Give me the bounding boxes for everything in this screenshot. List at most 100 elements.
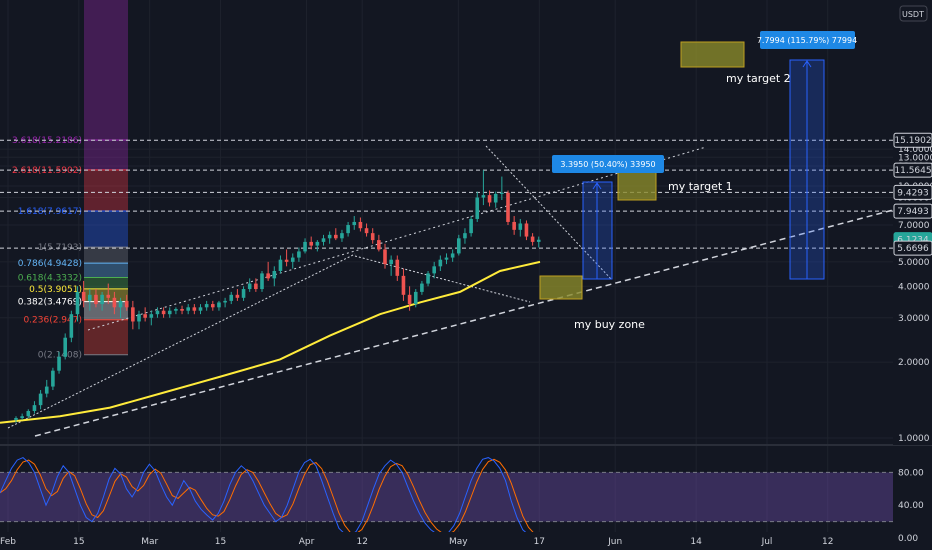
candle[interactable] xyxy=(420,280,424,295)
candle[interactable] xyxy=(167,307,172,318)
target-2-box[interactable] xyxy=(680,41,745,68)
price-axis[interactable]: 1.00002.00003.00004.00005.00007.00009.00… xyxy=(893,0,932,445)
candle[interactable] xyxy=(149,310,154,326)
candle[interactable] xyxy=(14,416,18,423)
candle[interactable] xyxy=(518,218,523,237)
candle[interactable] xyxy=(260,270,264,292)
buy-zone-box[interactable] xyxy=(539,275,583,300)
candle[interactable] xyxy=(88,289,92,311)
candle[interactable] xyxy=(217,300,221,311)
candle[interactable] xyxy=(223,297,227,308)
candle[interactable] xyxy=(383,243,387,269)
dotted-upper-trendline[interactable] xyxy=(7,253,356,429)
candle[interactable] xyxy=(75,286,80,322)
candle[interactable] xyxy=(413,289,418,308)
candle[interactable] xyxy=(475,191,480,222)
candle[interactable] xyxy=(272,266,277,287)
candle[interactable] xyxy=(229,291,234,305)
candle[interactable] xyxy=(358,217,363,232)
candle[interactable] xyxy=(51,367,55,391)
candle[interactable] xyxy=(174,307,178,315)
candle[interactable] xyxy=(340,229,344,242)
candle[interactable] xyxy=(192,304,197,315)
candle[interactable] xyxy=(211,300,215,311)
candle[interactable] xyxy=(100,291,104,311)
candle[interactable] xyxy=(32,401,37,414)
candle[interactable] xyxy=(94,289,98,308)
candle[interactable] xyxy=(389,255,393,276)
candle[interactable] xyxy=(315,240,320,252)
currency-selector[interactable]: USDT xyxy=(899,5,928,22)
price-level-tag[interactable]: 5.6696 xyxy=(893,240,932,256)
candle[interactable] xyxy=(395,255,400,281)
candle[interactable] xyxy=(370,228,375,244)
price-level-tag[interactable]: 7.9493 xyxy=(893,203,932,219)
candle[interactable] xyxy=(352,216,357,230)
candle[interactable] xyxy=(512,216,516,235)
price-level-tag[interactable]: 9.4293 xyxy=(893,184,932,200)
candle[interactable] xyxy=(334,228,338,241)
candle[interactable] xyxy=(186,304,190,315)
candle[interactable] xyxy=(327,231,332,244)
candle[interactable] xyxy=(463,228,467,244)
candle[interactable] xyxy=(426,270,430,287)
stoch-d-line[interactable] xyxy=(0,458,540,535)
dotted-descending-line-1[interactable] xyxy=(354,255,531,303)
moving-average-line[interactable] xyxy=(0,260,541,424)
candle[interactable] xyxy=(500,176,504,200)
candle[interactable] xyxy=(38,390,43,410)
candle[interactable] xyxy=(346,221,350,237)
candle[interactable] xyxy=(241,286,246,301)
candle[interactable] xyxy=(106,283,111,305)
stoch-k-line[interactable] xyxy=(0,457,540,537)
time-axis[interactable]: Feb 15 Mar 15 Apr 12 May 17 Jun 14 Jul 12 xyxy=(0,537,833,547)
price-level-tag[interactable]: 15.1902 xyxy=(893,132,932,148)
candle[interactable] xyxy=(278,255,283,274)
price-level-tag[interactable]: 11.5645 xyxy=(893,162,932,178)
candle[interactable] xyxy=(143,307,147,322)
candle[interactable] xyxy=(266,261,270,281)
candle[interactable] xyxy=(247,278,252,292)
candle[interactable] xyxy=(536,236,541,248)
candle[interactable] xyxy=(161,307,166,318)
candle[interactable] xyxy=(487,190,492,207)
candle[interactable] xyxy=(112,291,117,315)
candle[interactable] xyxy=(290,253,295,269)
candle[interactable] xyxy=(69,310,74,343)
candle[interactable] xyxy=(493,191,498,208)
dotted-channel-top-line[interactable] xyxy=(87,146,707,331)
candle[interactable] xyxy=(20,413,24,420)
candle[interactable] xyxy=(155,307,160,318)
candle[interactable] xyxy=(131,300,135,330)
candle[interactable] xyxy=(407,286,412,311)
candle[interactable] xyxy=(309,236,313,250)
candle[interactable] xyxy=(377,234,381,252)
candle[interactable] xyxy=(198,304,203,315)
candle[interactable] xyxy=(137,310,141,330)
candle[interactable] xyxy=(124,294,129,311)
candle[interactable] xyxy=(63,333,67,360)
candle[interactable] xyxy=(438,255,443,271)
candle[interactable] xyxy=(469,216,473,237)
dotted-descending-line-2[interactable] xyxy=(485,145,613,281)
candle[interactable] xyxy=(118,297,123,318)
candle[interactable] xyxy=(44,379,49,398)
candle[interactable] xyxy=(432,261,436,279)
candle[interactable] xyxy=(450,249,455,262)
candle[interactable] xyxy=(444,253,449,265)
candle[interactable] xyxy=(57,351,61,374)
candle[interactable] xyxy=(530,233,535,246)
candle[interactable] xyxy=(81,280,86,308)
candle[interactable] xyxy=(297,247,301,262)
candle[interactable] xyxy=(506,190,510,226)
candle[interactable] xyxy=(457,234,461,256)
candle[interactable] xyxy=(254,278,258,292)
candle[interactable] xyxy=(180,305,184,315)
candle[interactable] xyxy=(364,223,369,237)
candle[interactable] xyxy=(524,220,529,241)
candle[interactable] xyxy=(284,249,289,267)
candle[interactable] xyxy=(204,300,209,311)
dashed-support-trendline[interactable] xyxy=(34,209,893,437)
candle[interactable] xyxy=(235,289,240,301)
